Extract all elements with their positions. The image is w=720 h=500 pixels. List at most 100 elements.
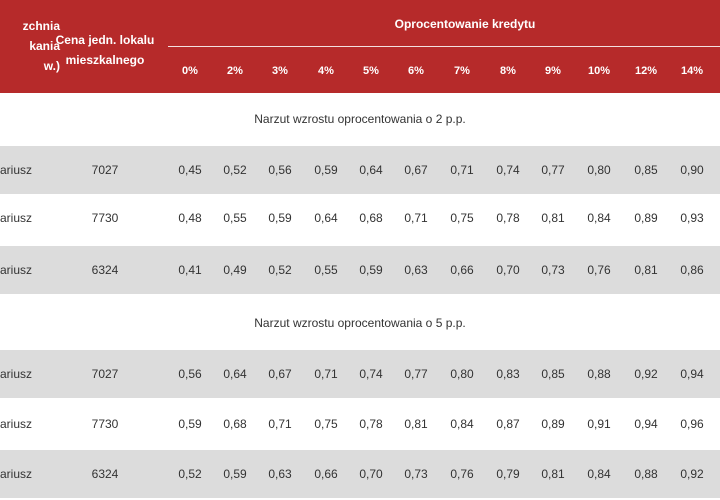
row-value-cell: 0,81 (541, 467, 565, 481)
header-rate-5: 6% (408, 65, 424, 77)
row-value-cell: 0,80 (450, 367, 474, 381)
row-value-cell: 0,59 (178, 417, 202, 431)
row-area-label: ariusz (0, 263, 33, 277)
row-value-cell: 0,75 (450, 211, 474, 225)
row-value-cell: 0,73 (541, 263, 565, 277)
row-value-cell: 0,87 (496, 417, 520, 431)
row-value-cell: 0,81 (634, 263, 658, 277)
row-value-cell: 0,78 (359, 417, 383, 431)
row-value-cell: 0,81 (541, 211, 565, 225)
header-rate-10: 12% (634, 65, 658, 77)
row-value-cell: 0,81 (404, 417, 428, 431)
row-value-cell: 0,63 (268, 467, 292, 481)
row-value-cell: 0,59 (314, 163, 338, 177)
table-header: zchnia kania w.) Cena jedn. lokalu miesz… (0, 0, 720, 93)
row-price: 6324 (91, 467, 119, 481)
row-value-cell: 0,67 (404, 163, 428, 177)
row-value-cell: 0,92 (634, 367, 658, 381)
table-row: ariusz 7730 0,59 0,68 0,71 0,75 0,78 0,81 0,84 0,… (0, 400, 720, 448)
row-value-cell: 0,79 (496, 467, 520, 481)
row-value-cell: 0,71 (404, 211, 428, 225)
table-row: ariusz 6324 0,41 0,49 0,52 0,55 0,59 0,63 0,66 0,… (0, 246, 720, 294)
row-value-cell: 0,83 (496, 367, 520, 381)
row-value-cell: 0,88 (587, 367, 611, 381)
row-value-cell: 0,59 (223, 467, 247, 481)
row-value-cell: 0,66 (450, 263, 474, 277)
row-value-cell: 0,94 (634, 417, 658, 431)
row-value-cell: 0,88 (634, 467, 658, 481)
row-value-cell: 0,74 (359, 367, 383, 381)
row-value-cell: 0,56 (268, 163, 292, 177)
header-rate-0: 0% (182, 65, 198, 77)
row-value-cell: 0,70 (496, 263, 520, 277)
row-value-cell: 0,84 (587, 467, 611, 481)
row-value-cell: 0,70 (359, 467, 383, 481)
row-value-cell: 0,63 (404, 263, 428, 277)
row-area-label: ariusz (0, 211, 33, 225)
row-value-cell: 0,66 (314, 467, 338, 481)
row-value-cell: 0,78 (496, 211, 520, 225)
header-rate-3: 4% (318, 65, 334, 77)
header-rate-6: 7% (454, 65, 470, 77)
header-rate-8: 9% (545, 65, 561, 77)
row-price: 6324 (91, 263, 119, 277)
row-value-cell: 0,67 (268, 367, 292, 381)
row-value-cell: 0,45 (178, 163, 202, 177)
row-value-cell: 0,68 (223, 417, 247, 431)
row-value-cell: 0,84 (450, 417, 474, 431)
row-value-cell: 0,85 (634, 163, 658, 177)
row-value-cell: 0,76 (450, 467, 474, 481)
row-value-cell: 0,55 (223, 211, 247, 225)
row-area-label: ariusz (0, 467, 33, 481)
row-price: 7730 (91, 211, 119, 225)
row-value-cell: 0,71 (268, 417, 292, 431)
row-value-cell: 0,90 (680, 163, 704, 177)
row-value-cell: 0,74 (496, 163, 520, 177)
header-rate-1: 2% (227, 65, 243, 77)
table-row: ariusz 7730 0,48 0,55 0,59 0,64 0,68 0,71 0,75 0,… (0, 194, 720, 242)
row-value-cell: 0,68 (359, 211, 383, 225)
row-value-cell: 0,80 (587, 163, 611, 177)
row-value-cell: 0,93 (680, 211, 704, 225)
row-value-cell: 0,71 (314, 367, 338, 381)
row-value-cell: 0,77 (541, 163, 565, 177)
row-value-cell: 0,52 (178, 467, 202, 481)
header-interest-group-label: Oprocentowanie kredytu (394, 17, 536, 31)
row-value-cell: 0,75 (314, 417, 338, 431)
row-value-cell: 0,64 (314, 211, 338, 225)
row-price: 7027 (91, 367, 119, 381)
row-value-cell: 0,94 (680, 367, 704, 381)
row-area-label: ariusz (0, 367, 33, 381)
row-value-cell: 0,52 (223, 163, 247, 177)
row-value-cell: 0,55 (314, 263, 338, 277)
table-row: ariusz 6324 0,52 0,59 0,63 0,66 0,70 0,73 0,76 0,… (0, 450, 720, 498)
section-title-5pp: Narzut wzrostu oprocentowania o 5 p.p. (254, 316, 466, 330)
row-value-cell: 0,92 (680, 467, 704, 481)
header-rate-2: 3% (272, 65, 288, 77)
row-value-cell: 0,76 (587, 263, 611, 277)
row-value-cell: 0,64 (359, 163, 383, 177)
header-rate-9: 10% (587, 65, 611, 77)
row-value-cell: 0,84 (587, 211, 611, 225)
row-value-cell: 0,48 (178, 211, 202, 225)
row-value-cell: 0,64 (223, 367, 247, 381)
row-value-cell: 0,73 (404, 467, 428, 481)
row-value-cell: 0,49 (223, 263, 247, 277)
row-area-label: ariusz (0, 163, 33, 177)
row-value-cell: 0,89 (634, 211, 658, 225)
row-value-cell: 0,59 (268, 211, 292, 225)
row-value-cell: 0,59 (359, 263, 383, 277)
row-area-label: ariusz (0, 417, 33, 431)
row-value-cell: 0,85 (541, 367, 565, 381)
section-title-2pp: Narzut wzrostu oprocentowania o 2 p.p. (254, 112, 466, 126)
table-row: ariusz 7027 0,56 0,64 0,67 0,71 0,74 0,77 0,80 0,… (0, 350, 720, 398)
row-value-cell: 0,71 (450, 163, 474, 177)
row-value-cell: 0,77 (404, 367, 428, 381)
row-price: 7730 (91, 417, 119, 431)
row-value-cell: 0,41 (178, 263, 202, 277)
header-rate-11: 14% (680, 65, 704, 77)
row-value-cell: 0,89 (541, 417, 565, 431)
header-rate-4: 5% (363, 65, 379, 77)
header-divider (168, 46, 720, 47)
row-value-cell: 0,86 (680, 263, 704, 277)
